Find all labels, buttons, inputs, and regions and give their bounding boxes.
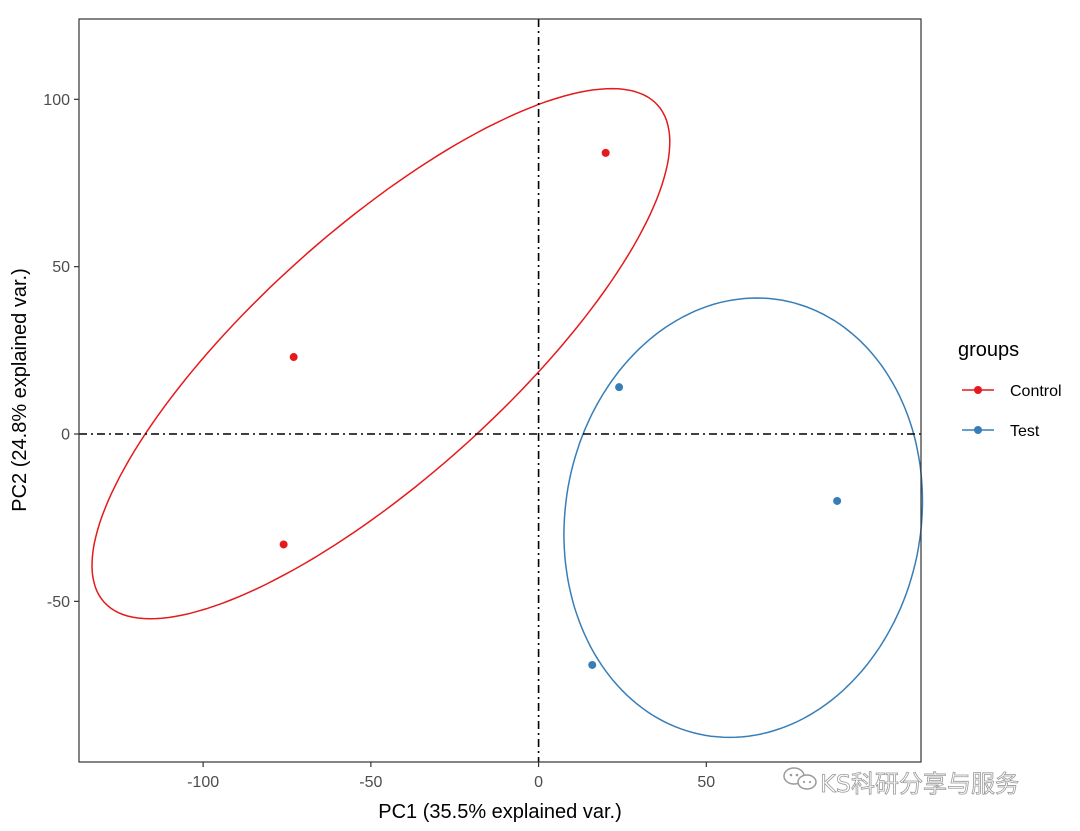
y-tick-label: 0	[61, 427, 70, 444]
data-point-control-3	[279, 540, 288, 549]
legend-title: groups	[958, 339, 1019, 361]
data-point-control-2	[289, 353, 298, 362]
data-point-control-1	[601, 148, 610, 157]
legend-item-test: Test	[962, 423, 1040, 440]
x-axis-title: PC1 (35.5% explained var.)	[378, 801, 621, 823]
confidence-ellipse-test	[563, 297, 924, 739]
legend-key-point	[974, 426, 982, 434]
legend-label: Test	[1010, 423, 1040, 440]
data-point-test-2	[833, 496, 842, 505]
data-point-test-3	[588, 660, 597, 669]
watermark-text: KS科研分享与服务	[820, 770, 1019, 798]
legend-key-point	[974, 386, 982, 394]
legend-item-control: Control	[962, 383, 1062, 400]
y-tick-label: 50	[52, 259, 70, 276]
y-axis-title: PC2 (24.8% explained var.)	[9, 268, 31, 511]
x-tick-label: -50	[359, 774, 382, 791]
legend-label: Control	[1010, 383, 1062, 400]
data-point-test-1	[615, 383, 624, 392]
x-tick-label: -100	[187, 774, 219, 791]
plot-area	[79, 19, 924, 762]
panel-background	[79, 19, 921, 762]
legend: groups Control Test	[958, 339, 1062, 440]
panel-border	[78, 18, 922, 763]
x-tick-label: 50	[697, 774, 715, 791]
y-tick-label: 100	[43, 92, 70, 109]
confidence-ellipse-control	[91, 87, 671, 620]
watermark: KS科研分享与服务	[783, 767, 1019, 798]
x-tick-label: 0	[534, 774, 543, 791]
y-tick-label: -50	[47, 594, 70, 611]
axes: -100 -50 0 50 100 50 0 -50	[43, 18, 922, 791]
wechat-icon	[783, 767, 817, 790]
